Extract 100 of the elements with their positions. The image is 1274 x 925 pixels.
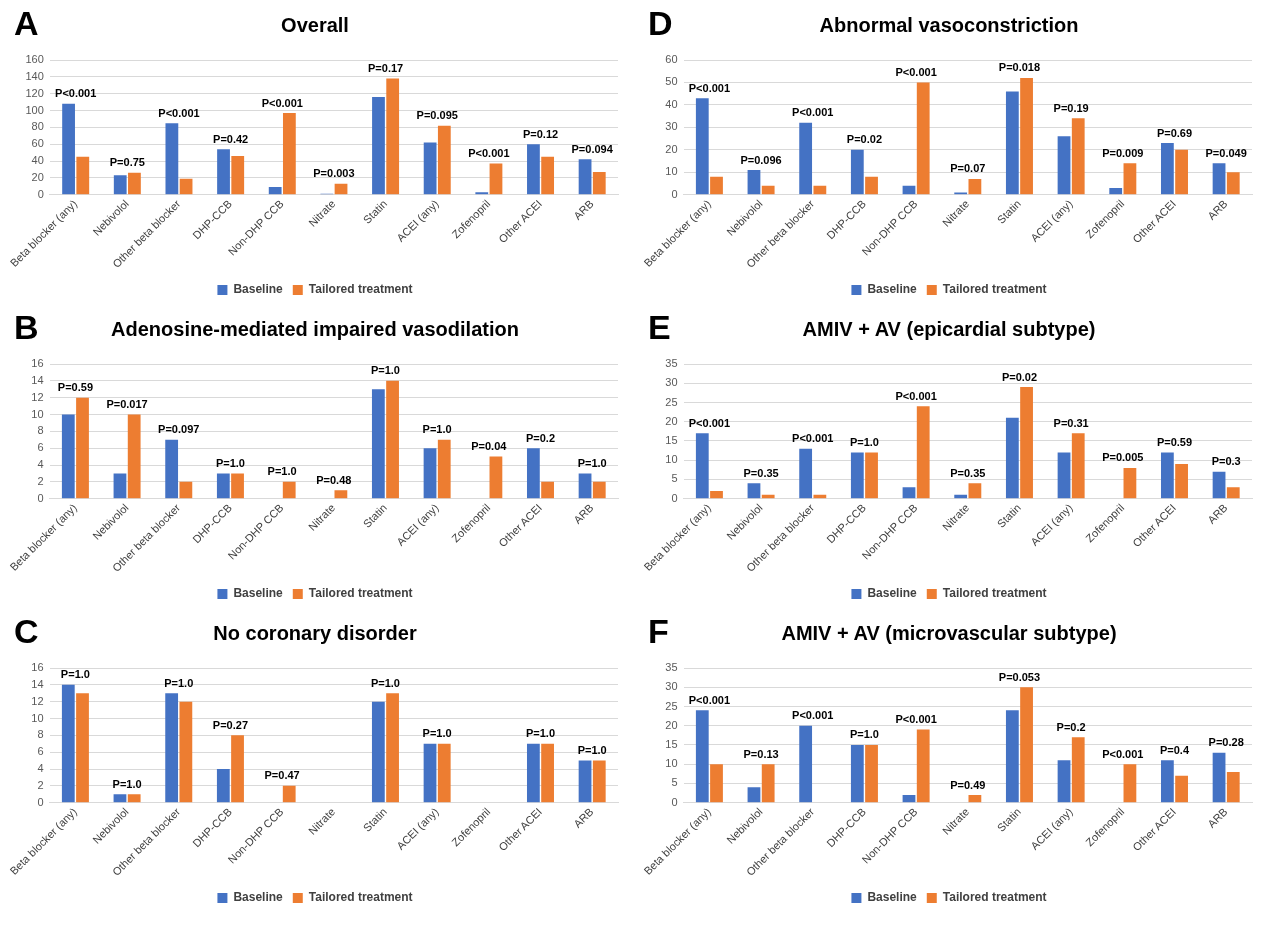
bar [799,725,813,803]
bar [1212,163,1226,195]
annotation: P<0.001 [895,389,937,402]
bar [526,448,540,499]
annotation: P=0.59 [57,381,93,394]
bar [1020,387,1033,499]
bar [578,760,592,803]
annotation: P=1.0 [422,423,452,436]
bar [437,125,451,195]
bar [527,144,540,195]
y-tick-label: 60 [665,53,678,66]
bar [916,406,930,499]
annotation: P<0.001 [792,709,834,722]
bar [475,192,489,195]
bar [334,490,348,499]
annotation: P=0.35 [950,466,986,479]
bar [902,794,916,803]
bar [216,769,230,803]
chart-title: Adenosine-mediated impaired vasodilation [111,317,519,340]
bar [710,490,723,499]
y-tick-label: 16 [31,357,44,370]
y-tick-label: 8 [37,728,44,741]
bar [1160,452,1174,499]
chart-title: Overall [281,13,349,36]
text: A [14,4,39,43]
y-tick-label: 30 [665,376,678,389]
bar [231,155,245,195]
bar [865,744,878,803]
y-tick-label: 140 [25,69,44,82]
annotation: P=0.31 [1053,416,1089,429]
annotation: P<0.001 [792,106,834,119]
annotation: P=0.005 [1102,451,1144,464]
y-tick-label: 50 [665,75,678,88]
bar [1071,118,1085,195]
annotation: P=0.4 [1159,743,1190,756]
annotation: P<0.001 [158,106,200,119]
y-tick-label: 120 [25,86,44,99]
y-tick-label: 25 [665,395,678,408]
annotation: P<0.001 [1102,747,1144,760]
bar [1226,771,1240,803]
bar [1057,136,1071,195]
bar [1123,163,1137,195]
bar [813,185,827,195]
annotation: P=0.02 [1001,370,1038,383]
bar [695,433,709,499]
chart-title: AMIV + AV (microvascular subtype) [781,621,1117,644]
bar [954,494,968,499]
y-tick-label: 10 [31,711,44,724]
bar [386,78,400,195]
bar [1212,752,1226,803]
y-tick-label: 0 [671,795,678,808]
bar [592,760,606,803]
legend-label: Tailored treatment [942,890,1047,905]
annotation: P=0.59 [1156,436,1193,449]
annotation: P=1.0 [370,676,400,689]
bar [61,684,75,803]
bar [217,149,230,195]
legend-label: Tailored treatment [308,586,413,601]
bar [761,185,775,195]
annotation: P=1.0 [164,676,194,689]
y-tick-label: 0 [671,187,678,200]
annotation: P=1.0 [60,668,90,681]
y-tick-label: 100 [25,103,44,116]
annotation: P=0.13 [743,747,779,760]
chart-title: Abnormal vasoconstriction [819,13,1079,36]
legend-label: Baseline [233,890,284,905]
bar [761,494,775,499]
annotation: P=0.19 [1053,101,1089,114]
annotation: P=1.0 [370,364,400,377]
annotation: P=0.095 [416,109,458,122]
y-tick-label: 5 [671,776,678,789]
bar [526,743,540,803]
bar [1123,764,1137,803]
bar [113,175,127,195]
bar [916,82,930,195]
y-tick-label: 4 [37,762,44,775]
bar [1005,710,1019,803]
annotation: P=0.12 [522,127,559,140]
bar [372,97,385,195]
bar [1226,487,1240,499]
bar [916,729,930,803]
y-tick-label: 12 [31,390,44,403]
bar [578,159,592,195]
y-tick-label: 160 [25,53,44,66]
bar [1160,760,1174,803]
bar [165,439,179,499]
bar [231,473,244,499]
annotation: P=1.0 [577,456,607,469]
annotation: P=0.49 [950,778,986,791]
y-tick-label: 0 [671,491,678,504]
annotation: P<0.001 [895,65,937,78]
annotation: P=0.096 [740,153,782,166]
legend-label: Tailored treatment [308,282,413,297]
bar [1020,687,1033,803]
bar [592,171,606,195]
bar [968,483,982,499]
annotation: P=0.017 [106,398,148,411]
annotation: P=0.48 [316,473,352,486]
bar [695,710,709,803]
y-tick-label: 35 [665,661,678,674]
